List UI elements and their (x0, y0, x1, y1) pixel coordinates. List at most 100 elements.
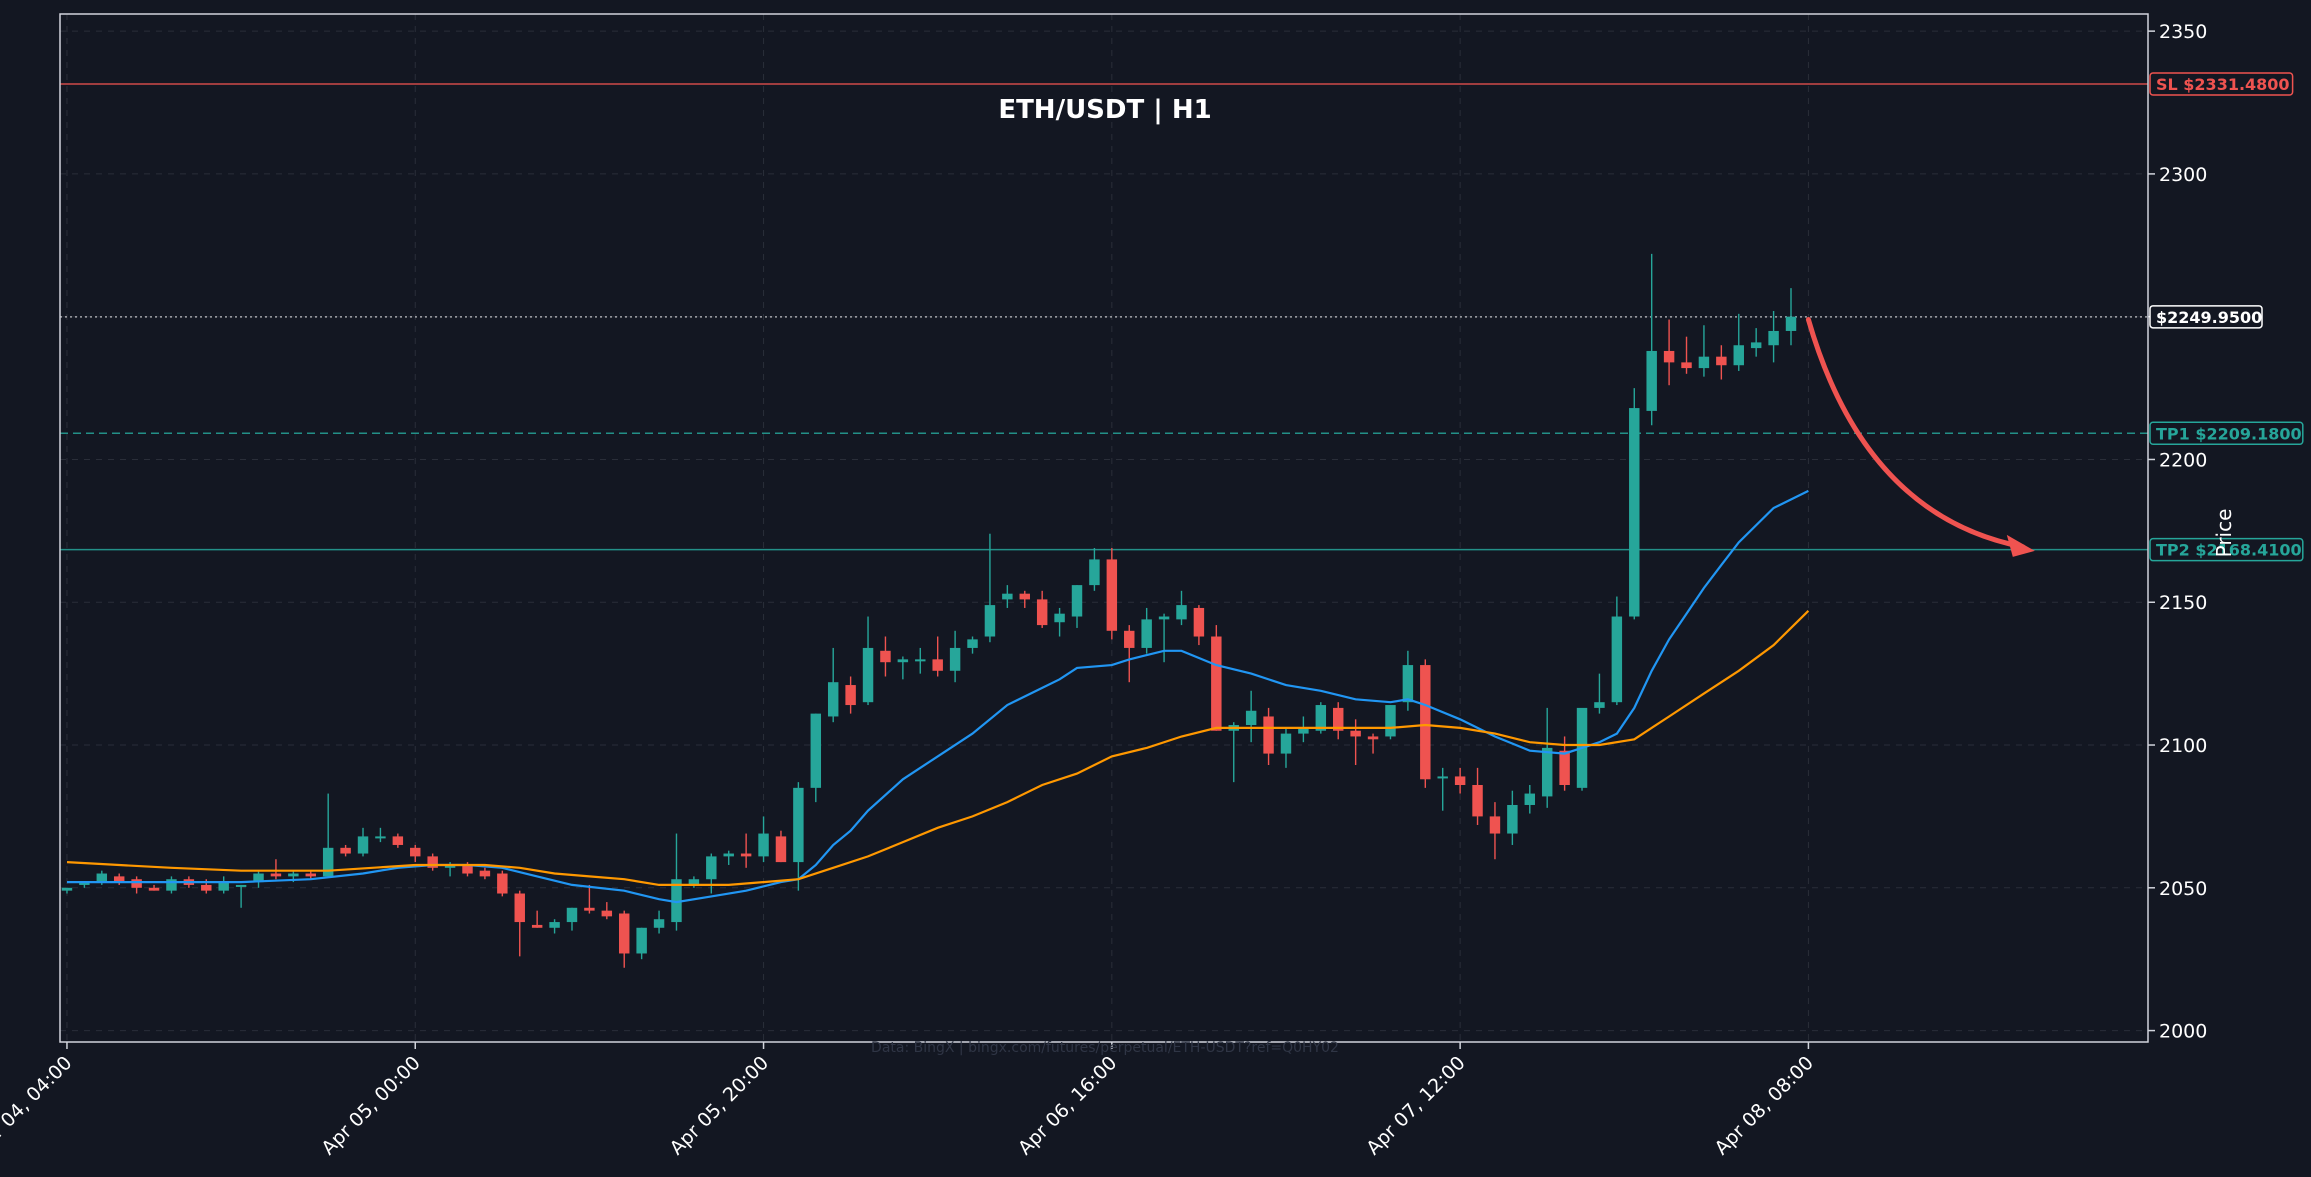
candle-body (392, 836, 404, 845)
candle-body (706, 856, 717, 880)
candle-body (1193, 607, 1205, 637)
candle-body (915, 659, 926, 662)
candle-body (1785, 316, 1797, 331)
level-label-box-tp1 (2149, 421, 2304, 446)
series-line-ma-slow (66, 610, 1810, 886)
candle-body (253, 873, 264, 883)
candle-body (1629, 408, 1640, 617)
candle-body (1263, 716, 1274, 754)
candle-body (1350, 730, 1361, 737)
candle-body (1280, 733, 1292, 754)
candle-body (880, 650, 891, 663)
candle-body (1541, 747, 1553, 797)
candle-body (1594, 702, 1605, 708)
grid-lines (60, 14, 2148, 1042)
y-tick-label: 2300 (2159, 164, 2207, 186)
candle-body (235, 884, 247, 887)
candle-body (1646, 350, 1657, 411)
candle-body (497, 873, 508, 894)
candle-body (740, 853, 752, 857)
candle-body (514, 893, 525, 923)
candle-body (1333, 707, 1344, 731)
candle-body (688, 879, 700, 885)
candle-body (1437, 776, 1448, 779)
chart-title: ETH/USDT | H1 (998, 95, 1211, 125)
candle-body (758, 833, 769, 857)
candle-body (322, 847, 334, 877)
candle-body (827, 682, 839, 717)
candle-body (1141, 619, 1152, 648)
candle-body (949, 647, 961, 671)
candle-body (1454, 776, 1466, 785)
y-tick-label: 2150 (2159, 592, 2207, 614)
candle-body (1367, 736, 1379, 740)
candle-body (1716, 356, 1727, 366)
level-label-box-price (2149, 305, 2263, 329)
candle-body (375, 836, 386, 839)
candle-body (1315, 705, 1327, 731)
candle-body (723, 853, 734, 857)
candle-body (967, 639, 978, 648)
candle-body (61, 887, 73, 891)
candle-body (1385, 705, 1396, 737)
candle-body (340, 847, 351, 854)
candle-body (984, 605, 996, 637)
candle-body (1158, 616, 1170, 620)
candle-body (410, 847, 421, 857)
level-label-tp1: TP1 $2209.1800 (2156, 424, 2302, 443)
candle-body (531, 924, 543, 928)
y-tick-label: 2100 (2159, 735, 2207, 757)
candle-body (1663, 350, 1675, 363)
candle-body (166, 879, 177, 891)
candle-body (1768, 330, 1779, 346)
candle-body (1559, 750, 1570, 785)
candle-body (1733, 345, 1744, 366)
candle-body (1402, 665, 1414, 703)
candle-body (1245, 710, 1257, 726)
candle-body (96, 873, 108, 883)
candle-body (1019, 593, 1030, 600)
candle-body (1750, 342, 1762, 349)
candle-body (1298, 727, 1309, 734)
candle-body (1124, 630, 1135, 648)
candle-body (305, 873, 316, 877)
candle-body (1089, 559, 1100, 586)
candle-body (1489, 816, 1501, 834)
y-tick-label: 2000 (2159, 1021, 2207, 1043)
plot-frame (59, 13, 2149, 1043)
candle-body (1054, 613, 1065, 623)
candle-body (1106, 559, 1118, 631)
arrow-head (2006, 534, 2035, 557)
candle-body (1211, 636, 1222, 731)
candle-body (462, 864, 473, 874)
candle-body (218, 882, 229, 891)
candle-body (619, 913, 630, 954)
candle-body (584, 907, 595, 911)
candle-body (775, 836, 787, 863)
level-label-box-sl (2149, 72, 2294, 96)
candle-body (566, 907, 578, 923)
candle-body (148, 887, 160, 891)
projection-arrow (1805, 317, 2035, 557)
candle-body (288, 873, 299, 877)
candle-body (357, 836, 369, 854)
y-tick-label: 2350 (2159, 21, 2207, 43)
candle-body (479, 870, 491, 877)
y-tick-label: 2200 (2159, 449, 2207, 471)
candle-body (636, 927, 647, 954)
candle-body (1420, 665, 1431, 780)
series-line-ma-fast (67, 489, 1809, 904)
candle-body (1507, 804, 1518, 834)
level-label-box-tp2 (2149, 537, 2304, 562)
candle-body (862, 647, 874, 703)
candle-body (810, 713, 822, 788)
level-label-tp2: TP2 $2168.4100 (2156, 541, 2302, 560)
candle-body (653, 919, 665, 928)
candle-body (131, 879, 142, 888)
candle-body (845, 685, 856, 706)
candle-body (1698, 356, 1710, 369)
candle-body (932, 659, 943, 671)
y-tick-label: 2050 (2159, 878, 2207, 900)
moving-averages (66, 489, 1810, 904)
